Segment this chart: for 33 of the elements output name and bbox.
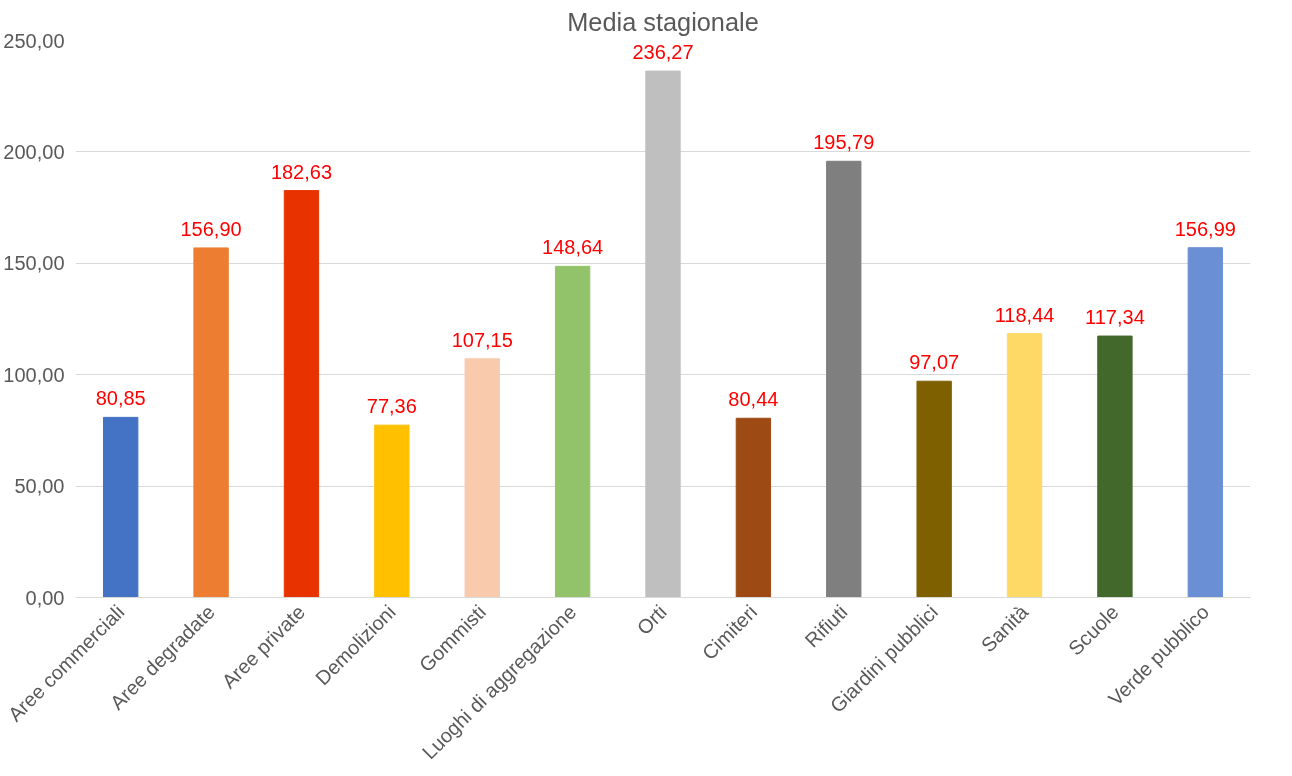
bar <box>1187 247 1223 598</box>
chart-title: Media stagionale <box>567 7 759 36</box>
y-tick-label: 250,00 <box>3 29 65 52</box>
bar <box>554 265 591 598</box>
data-label: 182,63 <box>270 160 333 183</box>
data-label: 77,36 <box>366 395 417 418</box>
y-tick-label: 100,00 <box>3 363 65 386</box>
data-label: 236,27 <box>632 41 694 64</box>
y-tick-label: 150,00 <box>3 252 65 275</box>
data-label: 156,99 <box>1174 217 1236 240</box>
bar <box>193 247 229 598</box>
y-tick-label: 200,00 <box>3 140 65 163</box>
bar <box>1097 335 1133 598</box>
bar <box>1006 333 1043 598</box>
data-label: 195,79 <box>813 131 875 154</box>
bar <box>826 160 862 598</box>
y-tick-label: 50,00 <box>14 475 65 498</box>
data-label: 107,15 <box>451 328 513 351</box>
data-label: 148,64 <box>542 236 604 259</box>
bar <box>645 70 681 598</box>
bar <box>103 416 139 598</box>
bar <box>283 190 320 598</box>
data-label: 156,90 <box>180 217 242 240</box>
x-tick-label: Orti <box>632 600 671 640</box>
bar <box>374 424 410 598</box>
bar <box>464 358 500 598</box>
data-label: 118,44 <box>994 303 1055 326</box>
data-label: 80,44 <box>728 388 779 411</box>
bar <box>916 380 952 598</box>
bar <box>735 417 772 598</box>
data-label: 80,85 <box>95 387 146 410</box>
data-label: 117,34 <box>1085 306 1145 329</box>
data-label: 97,07 <box>909 351 960 374</box>
